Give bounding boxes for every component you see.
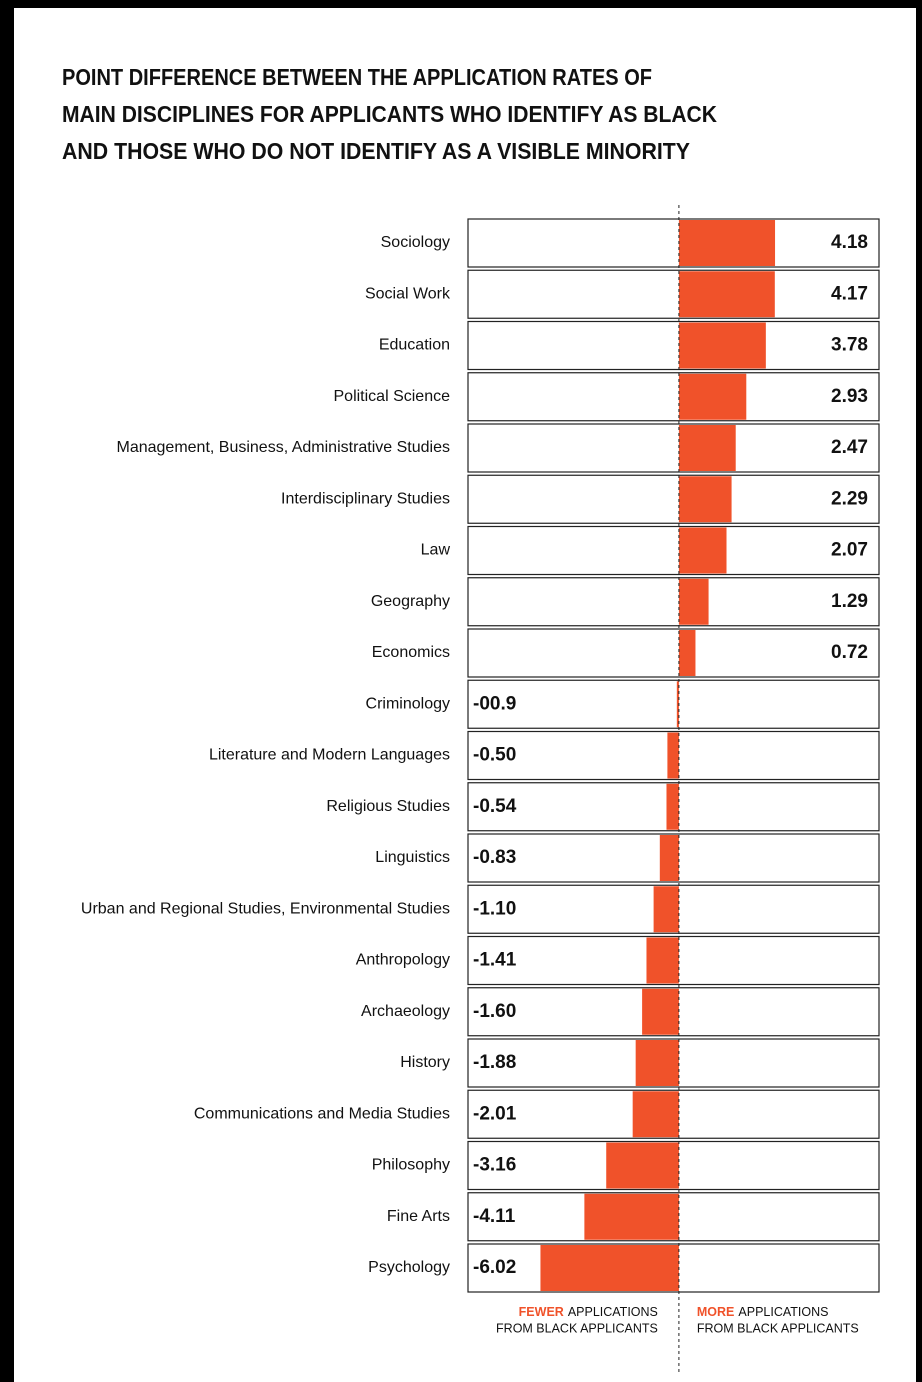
category-label: Geography	[371, 593, 450, 610]
value-label: -00.9	[473, 693, 516, 714]
category-label: Interdisciplinary Studies	[281, 490, 450, 507]
bar	[676, 681, 679, 728]
category-label: Fine Arts	[387, 1208, 450, 1225]
row-box	[467, 577, 880, 627]
bar	[635, 1040, 679, 1086]
bar	[678, 630, 696, 676]
value-label: 0.72	[831, 642, 868, 663]
category-label: Communications and Media Studies	[194, 1105, 450, 1122]
row-box	[467, 218, 880, 268]
bar	[678, 220, 776, 266]
value-label: -1.88	[473, 1052, 516, 1073]
value-label: 2.29	[831, 488, 868, 509]
value-label: -1.60	[473, 1001, 516, 1022]
value-label: 4.18	[831, 232, 868, 253]
value-label: -1.41	[473, 950, 517, 971]
category-label: Political Science	[334, 388, 451, 405]
bar	[540, 1245, 679, 1291]
value-label: 2.93	[831, 386, 868, 407]
bar	[678, 271, 775, 318]
legend-text: FROM BLACK APPLICANTS	[697, 1321, 859, 1335]
value-label: -3.16	[473, 1155, 516, 1176]
legend-rest: APPLICATIONS	[568, 1305, 658, 1319]
legend-highlight: MORE	[697, 1305, 735, 1319]
bar	[653, 886, 679, 933]
bar	[678, 476, 732, 523]
category-label: Literature and Modern Languages	[209, 747, 450, 764]
row-box	[467, 269, 880, 319]
category-label: History	[400, 1054, 450, 1071]
bar	[632, 1091, 679, 1138]
bar	[667, 732, 679, 779]
legend-rest: APPLICATIONS	[738, 1305, 828, 1319]
bar	[678, 527, 727, 574]
value-label: -1.10	[473, 898, 516, 919]
value-label: 2.47	[831, 437, 868, 458]
category-label: Law	[421, 542, 451, 559]
value-label: -4.11	[473, 1206, 516, 1227]
row-box	[467, 628, 880, 678]
bar	[678, 373, 747, 420]
bar	[642, 988, 679, 1035]
value-label: -6.02	[473, 1257, 516, 1278]
value-label: 3.78	[831, 335, 868, 356]
bar	[646, 937, 679, 984]
row-box	[467, 320, 880, 371]
frame-right	[916, 0, 922, 1382]
bar	[659, 835, 679, 881]
chart-title: POINT DIFFERENCE BETWEEN THE APPLICATION…	[62, 64, 652, 90]
chart-title: MAIN DISCIPLINES FOR APPLICANTS WHO IDEN…	[62, 101, 717, 127]
bar	[678, 322, 766, 369]
value-label: -0.50	[473, 745, 516, 766]
value-label: 1.29	[831, 591, 868, 612]
category-label: Anthropology	[356, 952, 450, 969]
legend-text: MORE APPLICATIONS	[697, 1305, 829, 1319]
category-label: Psychology	[368, 1259, 450, 1276]
frame-top	[0, 0, 922, 8]
category-label: Archaeology	[361, 1003, 450, 1020]
category-label: Economics	[372, 644, 450, 661]
row-box	[467, 474, 880, 524]
bar	[678, 425, 736, 471]
bar	[606, 1142, 679, 1189]
legend-text: FROM BLACK APPLICANTS	[496, 1321, 658, 1335]
value-label: -0.54	[473, 796, 517, 817]
category-label: Urban and Regional Studies, Environmenta…	[81, 900, 450, 917]
row-box	[467, 372, 880, 422]
legend-highlight: FEWER	[519, 1305, 564, 1319]
value-label: 4.17	[831, 283, 868, 304]
category-label: Social Work	[365, 285, 451, 302]
bar	[678, 578, 709, 625]
category-label: Management, Business, Administrative Stu…	[117, 439, 451, 456]
category-label: Sociology	[381, 234, 450, 251]
category-label: Education	[379, 337, 450, 354]
frame-left	[0, 0, 14, 1382]
bar	[666, 783, 679, 830]
row-box	[467, 423, 880, 473]
category-label: Linguistics	[375, 849, 450, 866]
row-box	[467, 525, 880, 576]
row-box	[467, 679, 880, 729]
value-label: 2.07	[831, 540, 868, 561]
value-label: -2.01	[473, 1103, 517, 1124]
category-label: Philosophy	[372, 1157, 450, 1174]
legend-text: FEWER APPLICATIONS	[519, 1305, 658, 1319]
chart-title: AND THOSE WHO DO NOT IDENTIFY AS A VISIB…	[62, 138, 690, 164]
category-label: Criminology	[366, 695, 450, 712]
value-label: -0.83	[473, 847, 516, 868]
category-label: Religious Studies	[326, 798, 450, 815]
bar	[584, 1193, 679, 1240]
